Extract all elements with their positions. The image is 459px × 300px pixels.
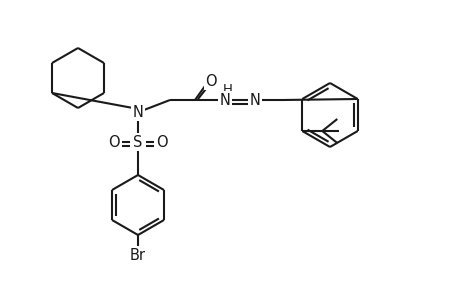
Text: Br: Br <box>130 248 146 262</box>
Text: O: O <box>205 74 216 88</box>
Text: H: H <box>223 82 232 95</box>
Text: O: O <box>108 134 119 149</box>
Text: N: N <box>249 92 260 107</box>
Text: O: O <box>156 134 168 149</box>
Text: N: N <box>219 92 230 107</box>
Text: S: S <box>133 134 142 149</box>
Text: N: N <box>132 104 143 119</box>
